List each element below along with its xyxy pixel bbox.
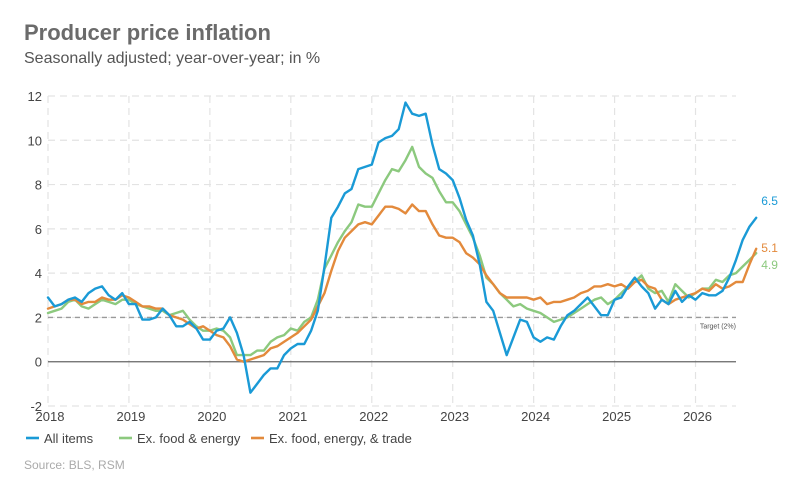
series-layer <box>46 101 758 394</box>
y-tick-label: -2 <box>30 399 42 414</box>
end-label: 4.9 <box>761 258 778 272</box>
x-tick-label: 2022 <box>359 409 388 424</box>
reference-layer: Target (2%) <box>48 316 736 363</box>
legend-label: Ex. food & energy <box>137 431 241 446</box>
grid-layer <box>47 95 736 407</box>
end-label-layer: 6.5 4.9 5.1 <box>761 194 778 272</box>
series-line-ex-food-energy <box>46 145 758 357</box>
series-line-ex-food-energy-trade <box>46 203 758 363</box>
x-tick-label: 2023 <box>440 409 469 424</box>
end-label: 6.5 <box>761 194 778 208</box>
y-tick-label: 10 <box>28 133 42 148</box>
end-label: 5.1 <box>761 241 778 255</box>
y-tick-label: 2 <box>35 310 42 325</box>
x-tick-label: 2021 <box>278 409 307 424</box>
x-tick-label: 2026 <box>683 409 712 424</box>
series-line-all-items <box>46 101 758 394</box>
y-tick-label: 6 <box>35 222 42 237</box>
x-tick-label: 2019 <box>116 409 145 424</box>
x-tick-label: 2024 <box>521 409 550 424</box>
y-tick-label: 12 <box>28 89 42 104</box>
source-note: Source: BLS, RSM <box>24 458 125 472</box>
y-tick-label: 0 <box>35 355 42 370</box>
y-tick-label: 4 <box>35 266 42 281</box>
x-tick-label: 2018 <box>36 409 65 424</box>
legend-label: All items <box>44 431 94 446</box>
chart-subtitle: Seasonally adjusted; year-over-year; in … <box>24 50 321 67</box>
axis-layer: -2 0 2 4 6 8 10 12 2018 2019 2020 2021 2022 2023 2024 2… <box>28 89 712 424</box>
target-label: Target (2%) <box>700 323 736 330</box>
legend: All items Ex. food & energy Ex. food, ener… <box>26 431 412 446</box>
x-tick-label: 2025 <box>602 409 631 424</box>
chart-title: Producer price inflation <box>24 20 271 45</box>
y-tick-label: 8 <box>35 178 42 193</box>
x-tick-label: 2020 <box>197 409 226 424</box>
legend-label: Ex. food, energy, & trade <box>269 431 412 446</box>
